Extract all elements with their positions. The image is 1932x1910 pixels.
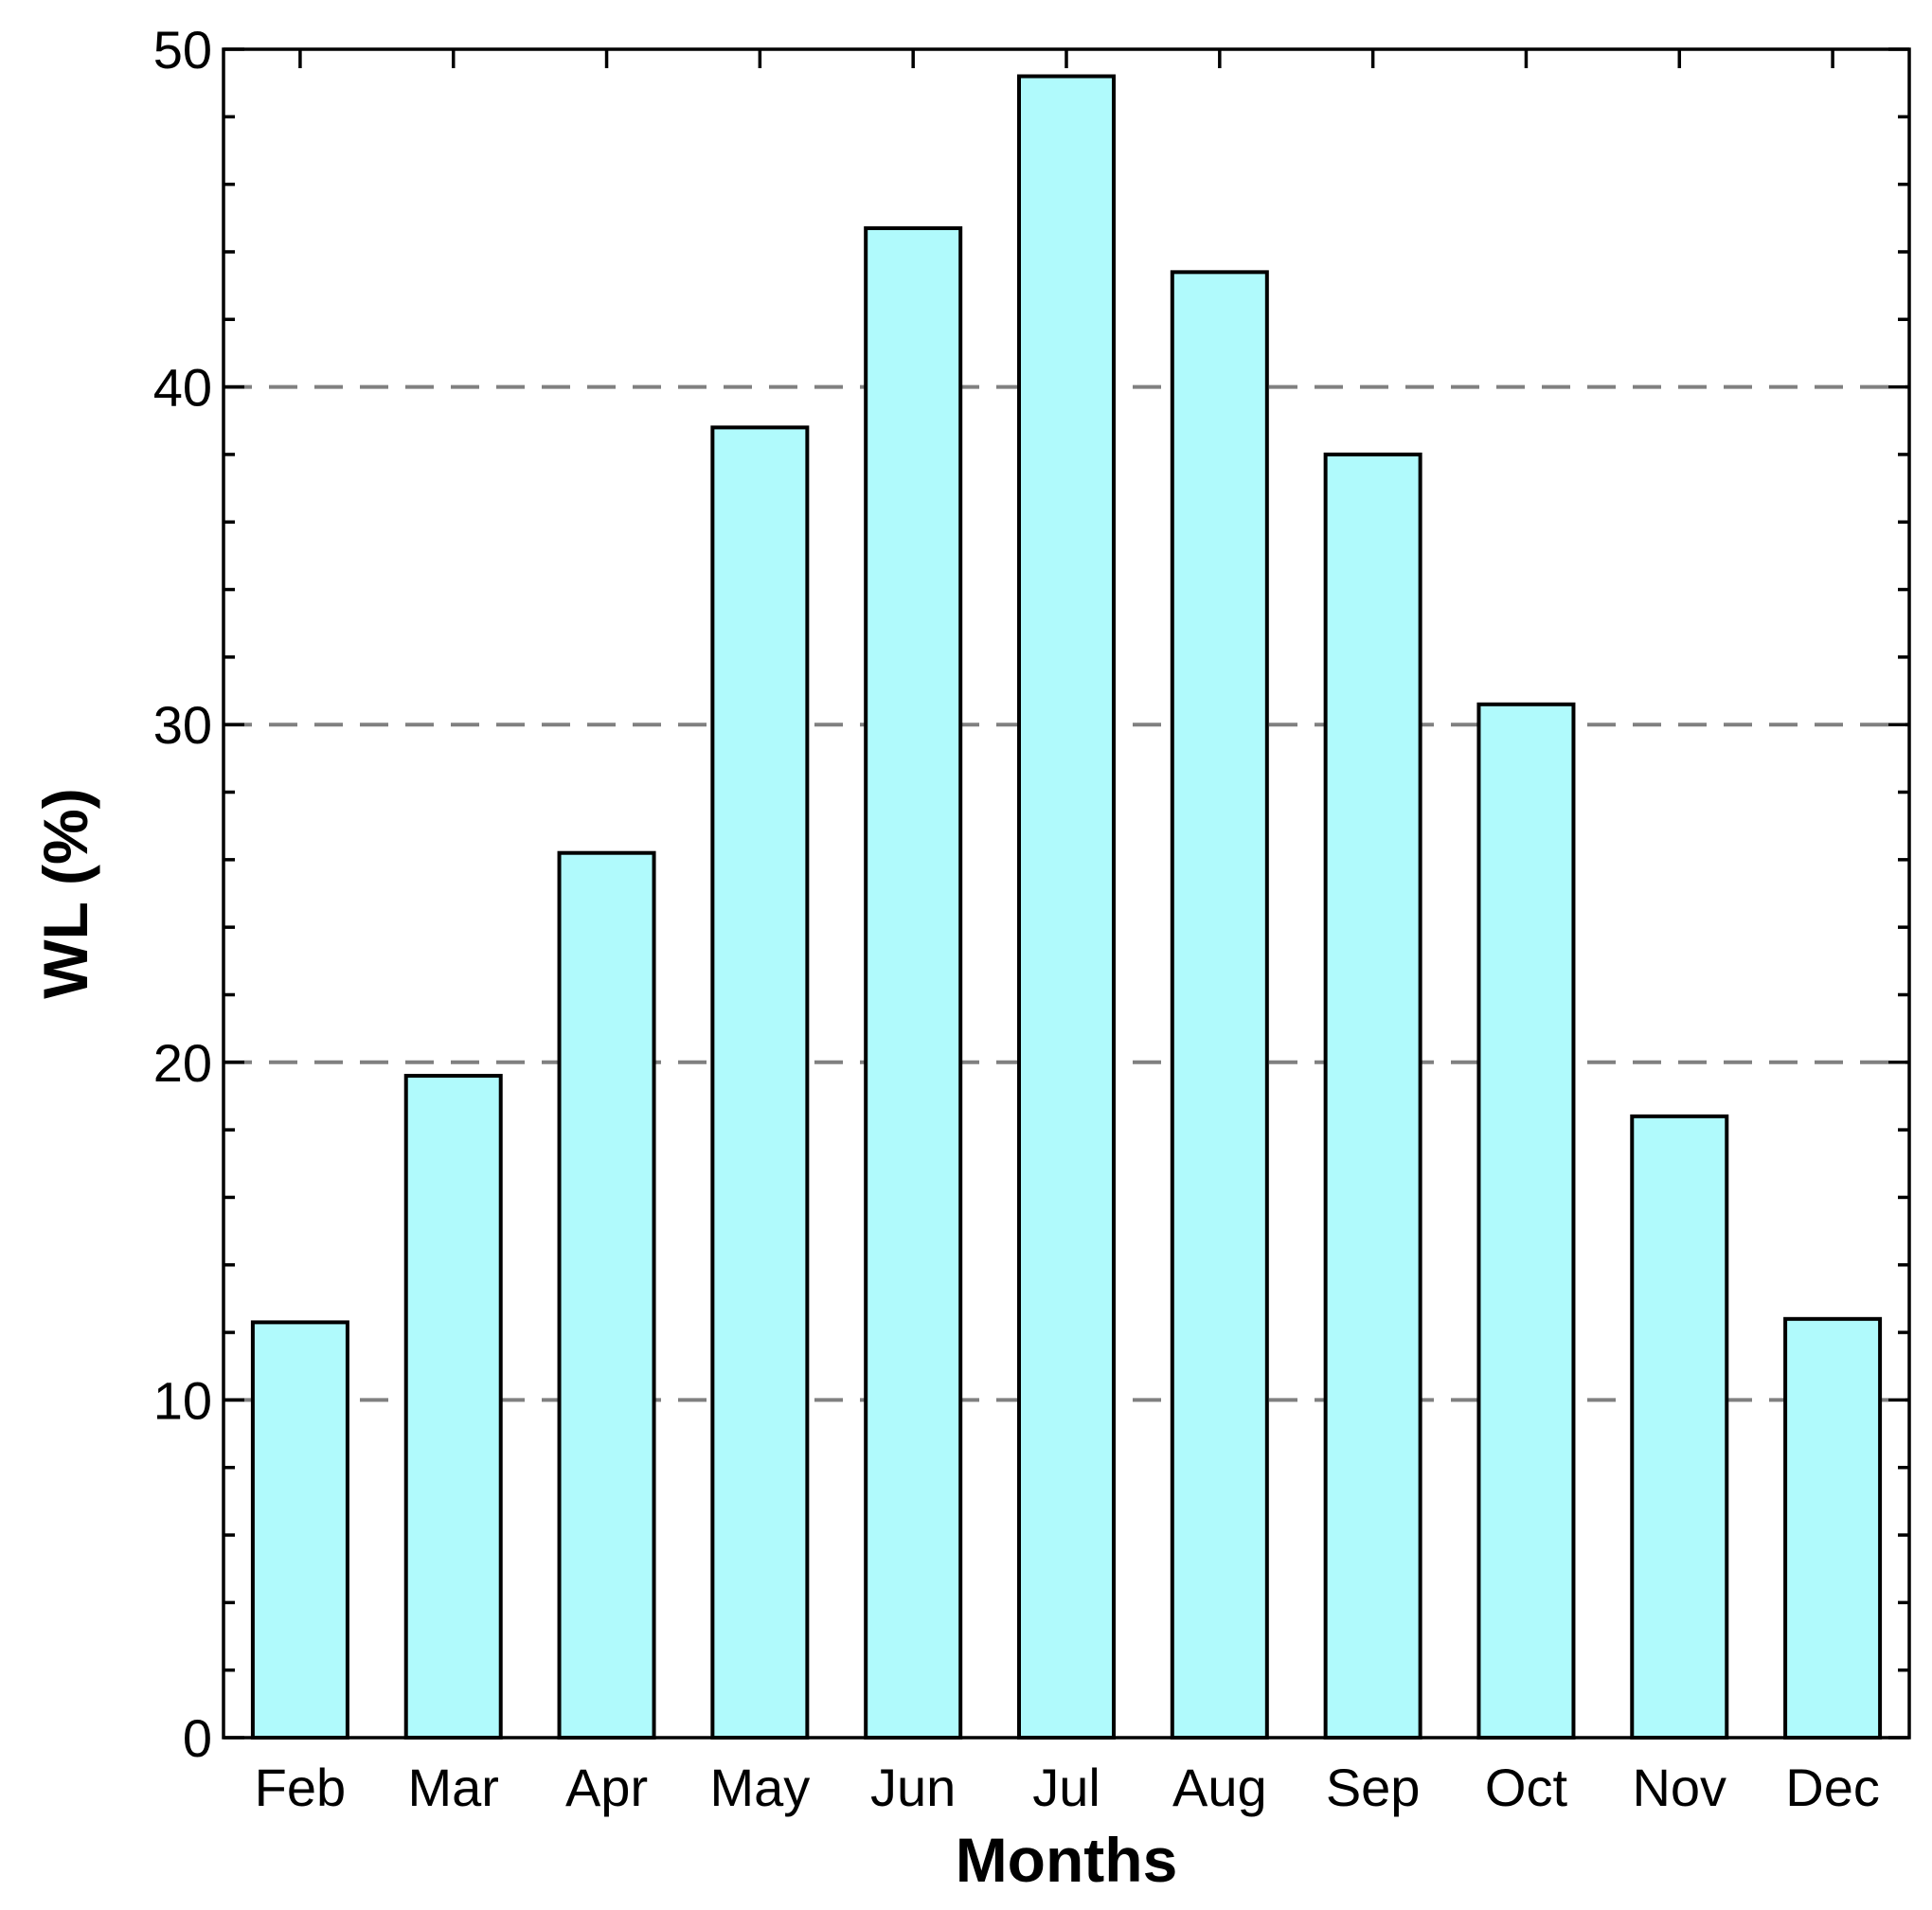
x-tick-label-mar: Mar	[408, 1758, 499, 1817]
x-tick-label-oct: Oct	[1485, 1758, 1568, 1817]
bar-apr	[557, 850, 656, 1740]
x-tick-label-sep: Sep	[1326, 1758, 1421, 1817]
bar-jul	[1017, 74, 1116, 1740]
x-tick-label-may: May	[709, 1758, 810, 1817]
bar-dec	[1783, 1316, 1883, 1740]
y-tick-label-50: 50	[153, 20, 212, 80]
x-tick-labels: Feb Mar Apr May Jun Jul Aug Sep Oct Nov Dec	[255, 1758, 1880, 1817]
x-tick-label-apr: Apr	[565, 1758, 648, 1817]
y-tick-label-40: 40	[153, 358, 212, 418]
x-tick-label-aug: Aug	[1172, 1758, 1267, 1817]
bar-sep	[1323, 452, 1422, 1740]
x-tick-label-jul: Jul	[1032, 1758, 1100, 1817]
x-tick-label-jun: Jun	[870, 1758, 956, 1817]
bar-may	[710, 425, 810, 1740]
bar-mar	[403, 1074, 503, 1740]
plot-frame	[222, 47, 1911, 1740]
bar-feb	[250, 1320, 349, 1740]
bars	[250, 74, 1883, 1740]
bar-jun	[864, 225, 963, 1740]
y-axis-title: WL (%)	[30, 788, 100, 998]
x-axis-title: Months	[956, 1825, 1178, 1895]
y-tick-label-10: 10	[153, 1370, 212, 1430]
bar-aug	[1170, 270, 1269, 1740]
x-tick-label-feb: Feb	[255, 1758, 347, 1817]
x-tick-label-dec: Dec	[1785, 1758, 1880, 1817]
x-tick-label-nov: Nov	[1632, 1758, 1726, 1817]
y-tick-labels: 0 10 20 30 40 50	[153, 20, 212, 1768]
bar-nov	[1630, 1114, 1729, 1740]
bar-oct	[1476, 702, 1576, 1740]
y-tick-label-30: 30	[153, 695, 212, 755]
y-tick-label-0: 0	[183, 1708, 212, 1768]
y-tick-label-20: 20	[153, 1033, 212, 1093]
axis-ticks	[224, 47, 1909, 1740]
